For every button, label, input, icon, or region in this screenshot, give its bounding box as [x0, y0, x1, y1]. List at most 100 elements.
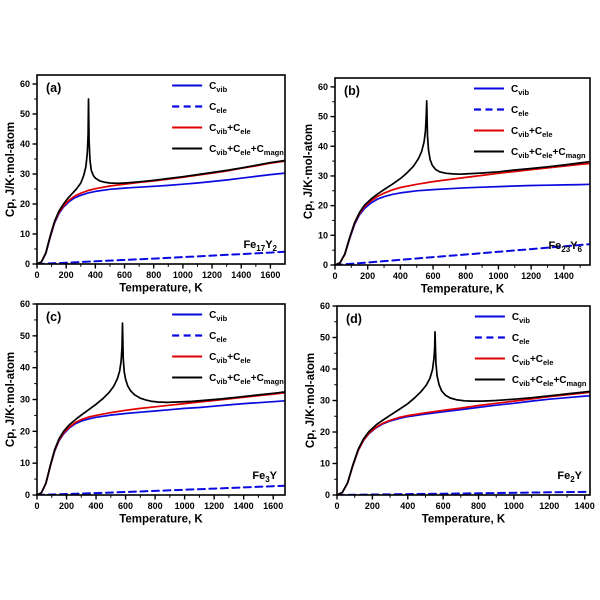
x-axis-title: Temperature, K	[421, 284, 505, 296]
y-tick-label: 20	[320, 427, 330, 437]
y-axis-title: Cp, J/K·mol-atom	[5, 122, 17, 217]
y-tick-label: 0	[25, 259, 30, 269]
curve-ele	[37, 484, 285, 495]
x-tick-label: 1200	[202, 270, 222, 280]
legend-item-vib: Cvib	[172, 310, 228, 323]
x-tick-label: 600	[118, 501, 133, 511]
x-axis-title: Temperature, K	[422, 514, 506, 526]
legend-label-ele: Cele	[512, 333, 530, 346]
panel-label: (b)	[344, 84, 360, 98]
x-tick-label: 1000	[488, 271, 508, 281]
y-tick-label: 30	[20, 169, 30, 179]
legend-label-vib: Cvib	[511, 84, 529, 97]
x-tick-label: 1000	[175, 501, 195, 511]
y-tick-label: 50	[20, 331, 30, 341]
legend-item-vib_ele: Cvib+Cele	[473, 126, 553, 139]
x-tick-label: 1000	[173, 270, 193, 280]
x-tick-label: 400	[400, 501, 415, 511]
x-tick-label: 800	[148, 501, 163, 511]
legend-item-total: Cvib+Cele+Cmagn	[474, 375, 587, 388]
legend-item-ele: Cele	[473, 105, 529, 118]
legend-label-vib: Cvib	[512, 312, 530, 325]
legend-label-vib: Cvib	[209, 81, 227, 94]
y-tick-label: 50	[20, 109, 30, 119]
y-tick-label: 20	[20, 199, 30, 209]
legend-item-vib_ele: Cvib+Cele	[172, 352, 251, 365]
y-tick-label: 10	[20, 458, 30, 468]
legend-label-total: Cvib+Cele+Cmagn	[512, 375, 587, 388]
y-tick-label: 40	[20, 139, 30, 149]
compound-label: Fe17Y2	[243, 239, 277, 253]
y-tick-label: 0	[323, 260, 328, 270]
x-tick-label: 600	[117, 270, 132, 280]
y-tick-label: 30	[320, 396, 330, 406]
y-axis-title: Cp, J/K·mol-atom	[5, 352, 17, 447]
legend-label-ele: Cele	[511, 105, 529, 118]
x-tick-label: 0	[34, 501, 39, 511]
x-tick-label: 1200	[204, 501, 224, 511]
legend-item-vib: Cvib	[473, 84, 529, 97]
curve-total	[37, 98, 285, 264]
x-tick-label: 1400	[554, 271, 574, 281]
curve-total	[337, 330, 590, 495]
plot-frame	[336, 305, 591, 496]
curve-vib	[337, 394, 590, 495]
plot-frame	[334, 77, 591, 266]
legend-label-total: Cvib+Cele+Cmagn	[511, 147, 586, 160]
curve-vib_ele	[337, 391, 590, 495]
legend-item-vib_ele: Cvib+Cele	[172, 123, 251, 136]
legend-item-ele: Cele	[172, 102, 227, 115]
legend-label-vib: Cvib	[209, 310, 227, 323]
legend-label-total: Cvib+Cele+Cmagn	[209, 373, 284, 386]
legend-item-vib_ele: Cvib+Cele	[474, 354, 554, 367]
compound-label: Fe2Y	[557, 470, 582, 484]
curve-vib	[37, 399, 285, 495]
plot-frame	[36, 74, 286, 265]
panel-b: 0 200 400 600 800 1000 1200 1400 0 10 20 30 40 50 60 (b…	[303, 52, 600, 302]
x-tick-label: 1600	[263, 501, 283, 511]
y-tick-label: 60	[20, 79, 30, 89]
x-tick-label: 1200	[539, 501, 559, 511]
y-tick-label: 50	[318, 112, 328, 122]
x-tick-label: 1400	[575, 501, 595, 511]
y-tick-label: 10	[318, 230, 328, 240]
y-axis-title: Cp, J/K·mol-atom	[305, 353, 317, 448]
x-tick-label: 1000	[504, 501, 524, 511]
legend-label-total: Cvib+Cele+Cmagn	[209, 144, 284, 157]
chart-a: 0 200 400 600 800 1000 1200 1400 1600 0 10 20 30 40 50…	[5, 74, 286, 295]
panel-label: (c)	[46, 310, 61, 324]
x-tick-label: 0	[34, 270, 39, 280]
y-tick-label: 30	[318, 171, 328, 181]
x-tick-label: 1200	[521, 271, 541, 281]
x-tick-label: 1400	[234, 501, 254, 511]
legend-item-total: Cvib+Cele+Cmagn	[473, 147, 586, 160]
x-tick-label: 400	[88, 270, 103, 280]
compound-label: Fe3Y	[252, 470, 277, 484]
legend-item-ele: Cele	[172, 331, 227, 344]
x-tick-label: 600	[436, 501, 451, 511]
panel-d: 0 200 400 600 800 1000 1200 1400 0 10 20 30 40 50 60 (d…	[303, 290, 600, 545]
x-tick-label: 200	[365, 501, 380, 511]
legend-label-ele: Cele	[209, 331, 227, 344]
panel-label: (a)	[46, 81, 61, 95]
y-tick-label: 60	[318, 82, 328, 92]
chart-c: 0 200 400 600 800 1000 1200 1400 1600 0 10 20 30 40 50…	[5, 299, 286, 526]
legend-item-total: Cvib+Cele+Cmagn	[172, 144, 284, 157]
y-tick-label: 10	[320, 459, 330, 469]
y-tick-label: 10	[20, 229, 30, 239]
curve-ele	[335, 243, 590, 265]
x-tick-label: 1400	[231, 270, 251, 280]
y-tick-label: 0	[25, 490, 30, 500]
legend-item-vib: Cvib	[474, 312, 530, 325]
y-tick-label: 60	[20, 299, 30, 309]
panel-a: 0 200 400 600 800 1000 1200 1400 1600 0 10 20 30 40 50…	[5, 52, 300, 302]
legend-label-vib_ele: Cvib+Cele	[512, 354, 554, 367]
y-tick-label: 20	[20, 426, 30, 436]
legend-label-vib_ele: Cvib+Cele	[511, 126, 553, 139]
curve-total	[37, 322, 285, 495]
curve-total	[335, 100, 590, 265]
y-tick-label: 40	[318, 141, 328, 151]
curve-ele	[37, 250, 285, 264]
x-tick-label: 1600	[260, 270, 280, 280]
